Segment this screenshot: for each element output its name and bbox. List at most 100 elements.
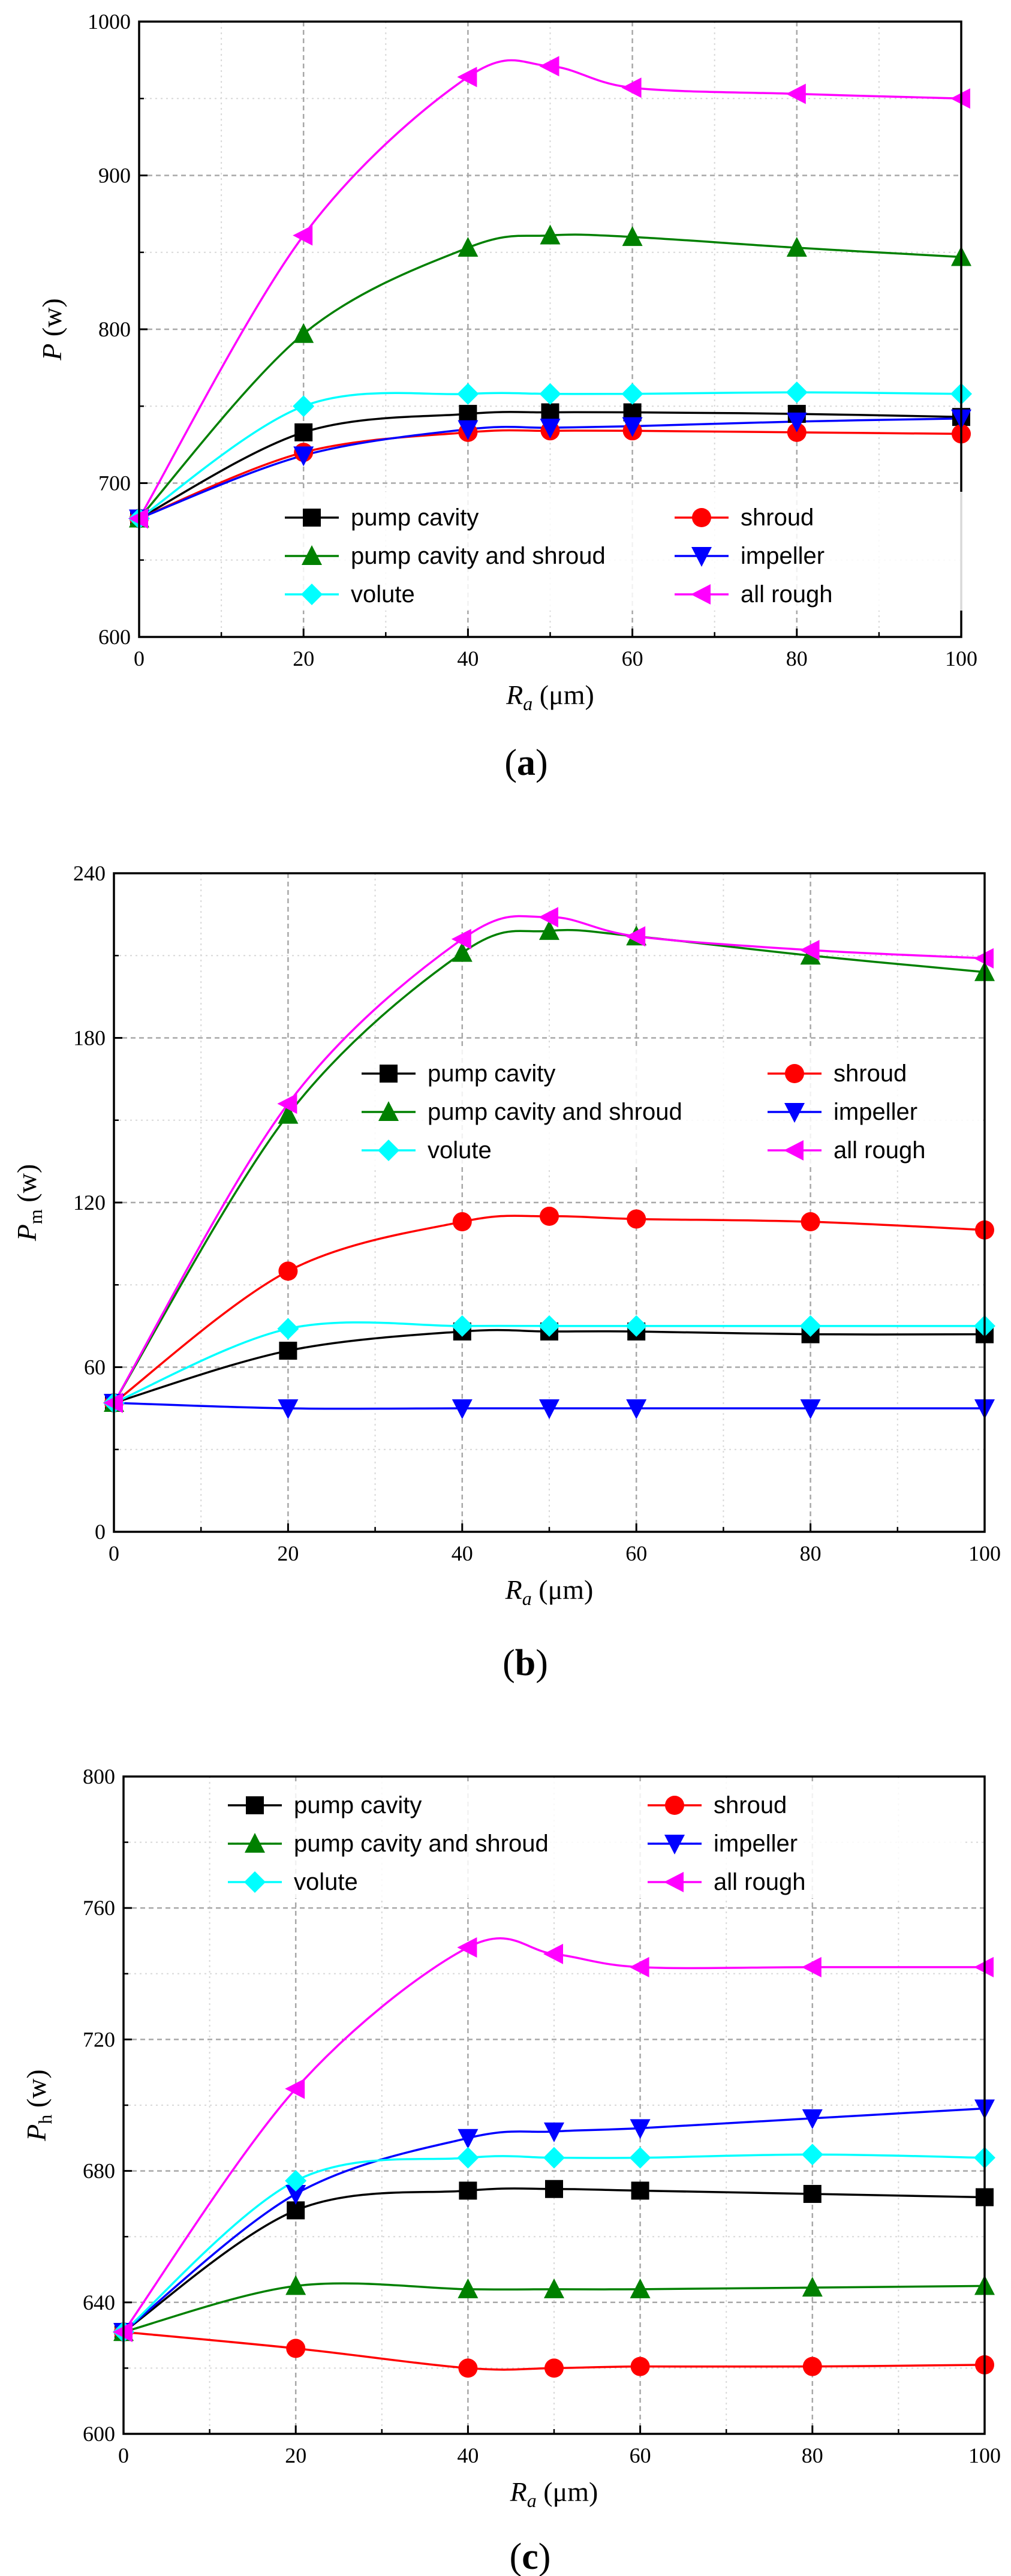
legend-background [273,492,962,611]
y-tick-label: 800 [98,317,131,341]
data-point-4-5 [799,1315,822,1337]
data-point-0-5 [803,2184,822,2203]
data-point-0-1 [294,423,313,441]
legend-label-0: pump cavity [428,1060,555,1087]
data-point-1-1 [286,2338,306,2358]
legend-label-5: all rough [741,581,832,608]
legend-marker-5 [691,584,711,605]
x-tick-label: 20 [277,1541,299,1565]
legend-marker-1 [665,1796,684,1815]
x-tick-label: 60 [630,2443,651,2467]
panel-caption: (b) [503,1643,548,1684]
data-point-2-2 [458,237,479,257]
data-point-1-5 [801,1212,820,1232]
legend-marker-2 [302,545,322,565]
data-point-1-4 [627,1209,646,1229]
y-tick-label: 800 [83,1765,115,1789]
data-point-3-2 [458,420,479,440]
data-point-3-5 [802,2109,823,2129]
data-point-5-3 [538,907,558,928]
data-point-3-1 [285,2184,306,2205]
data-point-3-2 [452,1399,473,1420]
x-tick-label: 60 [625,1541,647,1565]
x-tick-label: 0 [109,1541,119,1565]
y-tick-label: 600 [98,625,131,649]
x-tick-label: 100 [945,647,977,671]
x-tick-label: 20 [293,647,314,671]
legend-label-3: impeller [741,543,825,569]
data-point-1-2 [452,1212,472,1232]
data-point-5-4 [621,77,642,98]
legend-marker-0 [246,1796,264,1814]
legend: pump cavity shroud pump cavity and shroud i… [216,1781,965,1898]
data-point-5-1 [277,1093,297,1114]
legend-label-4: volute [294,1869,358,1895]
y-axis-label: Pm (w) [11,1164,46,1242]
y-tick-label: 60 [84,1355,106,1379]
y-tick-label: 120 [73,1191,106,1215]
legend-label-4: volute [428,1137,492,1164]
legend-label-2: pump cavity and shroud [294,1830,549,1857]
data-point-4-3 [538,1315,560,1337]
legend-marker-4 [244,1871,266,1893]
data-point-2-2 [452,942,473,962]
legend-label-1: shroud [741,504,814,531]
legend-label-3: impeller [714,1830,798,1857]
panel-b: 0 20 40 60 80 100 0 60 120 180 240 Ra (μm) Pm (w) pum… [11,861,1001,1684]
data-point-4-5 [786,381,808,404]
legend-marker-4 [301,584,323,605]
data-point-2-3 [540,224,561,245]
legend-marker-3 [664,1835,685,1854]
data-point-3-3 [544,2122,564,2142]
x-tick-label: 0 [118,2443,129,2467]
data-point-0-2 [459,405,477,423]
data-point-4-2 [457,383,479,405]
data-point-4-4 [621,383,643,405]
data-point-2-1 [278,1104,299,1124]
data-point-1-3 [544,2358,564,2378]
legend-marker-1 [785,1064,804,1083]
data-point-0-3 [545,2180,563,2198]
data-point-2-3 [544,2278,564,2298]
panel-a: 0 20 40 60 80 100 600 700 800 900 1000 Ra (μm) P (w)… [37,10,977,783]
data-point-4-1 [277,1318,299,1340]
data-point-5-5 [801,1956,822,1977]
data-point-2-1 [285,2275,306,2295]
x-tick-label: 60 [622,647,643,671]
data-point-2-4 [622,226,643,247]
legend-background [351,1050,980,1167]
legend-marker-5 [784,1140,804,1161]
x-axis-label: Ra (μm) [510,2476,598,2511]
data-point-5-2 [457,1937,477,1958]
data-point-4-1 [293,395,315,417]
data-point-3-3 [539,1399,559,1420]
data-point-3-1 [278,1399,299,1420]
y-tick-label: 0 [95,1520,106,1544]
legend-marker-3 [784,1103,805,1123]
x-tick-label: 80 [800,1541,822,1565]
panel-caption: (a) [504,743,547,783]
y-axis-label: Ph (w) [21,2069,56,2141]
data-point-5-5 [786,83,806,104]
panel-c: 0 20 40 60 80 100 600 640 680 720 760 800 Ra (μm) Ph … [21,1765,1001,2576]
data-point-3-1 [293,446,314,467]
data-point-4-4 [625,1315,648,1337]
data-point-5-3 [539,56,559,77]
y-tick-label: 760 [83,1896,115,1920]
data-point-1-1 [278,1261,298,1281]
legend-marker-3 [691,547,712,567]
data-point-0-4 [631,2181,649,2200]
data-point-2-5 [786,237,807,257]
x-tick-label: 40 [457,647,479,671]
legend-label-4: volute [351,581,415,608]
legend-marker-5 [664,1872,684,1892]
data-point-5-2 [451,928,471,949]
data-point-5-4 [629,1956,649,1977]
y-tick-label: 680 [83,2159,115,2183]
data-point-2-2 [458,2278,479,2298]
legend-label-2: pump cavity and shroud [428,1099,682,1125]
x-axis-label: Ra (μm) [506,680,594,714]
x-tick-label: 80 [786,647,808,671]
legend-label-5: all rough [834,1137,925,1164]
